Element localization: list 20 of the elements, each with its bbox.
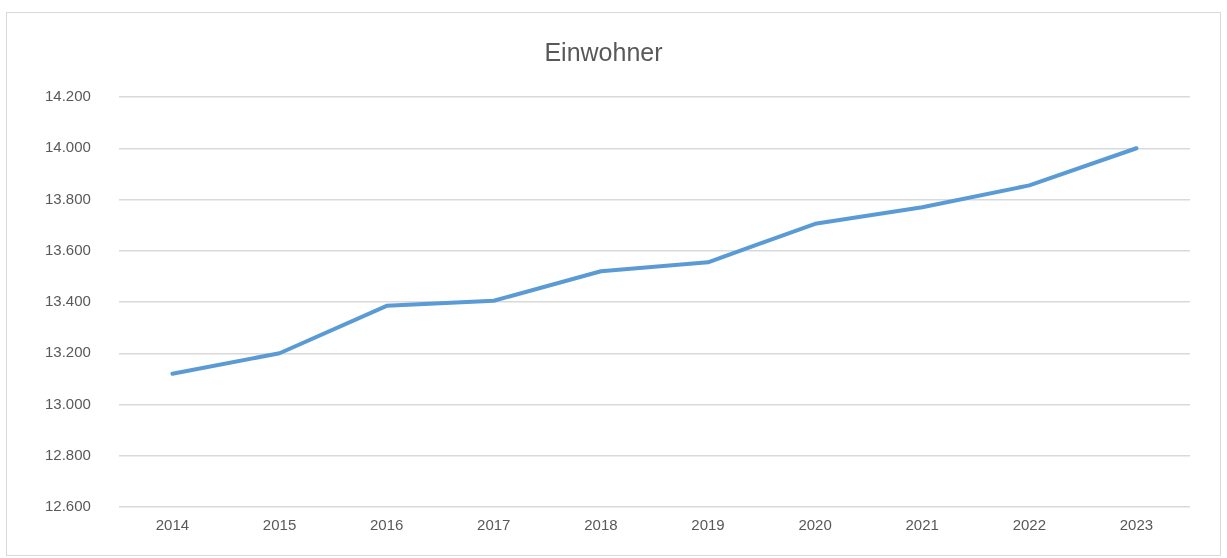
x-tick-label: 2019 xyxy=(691,516,725,534)
x-tick-label: 2023 xyxy=(1119,516,1154,534)
y-tick-label: 12.800 xyxy=(44,445,91,463)
y-tick-label: 13.000 xyxy=(44,394,91,412)
x-tick-label: 2014 xyxy=(155,516,190,534)
chart-title: Einwohner xyxy=(544,37,663,66)
y-tick-label: 13.200 xyxy=(44,343,91,361)
x-tick-label: 2018 xyxy=(584,516,618,534)
x-tick-label: 2016 xyxy=(369,516,404,534)
y-tick-label: 13.400 xyxy=(44,292,91,310)
y-tick-label: 12.600 xyxy=(44,497,91,515)
x-tick-label: 2020 xyxy=(798,516,832,534)
x-tick-label: 2017 xyxy=(477,516,511,534)
x-tick-label: 2022 xyxy=(1012,516,1047,534)
y-tick-label: 14.200 xyxy=(44,87,91,105)
x-tick-label: 2015 xyxy=(262,516,297,534)
x-tick-label: 2021 xyxy=(905,516,939,534)
y-tick-label: 14.000 xyxy=(44,138,91,156)
y-tick-label: 13.600 xyxy=(44,240,91,258)
y-tick-label: 13.800 xyxy=(44,189,91,207)
